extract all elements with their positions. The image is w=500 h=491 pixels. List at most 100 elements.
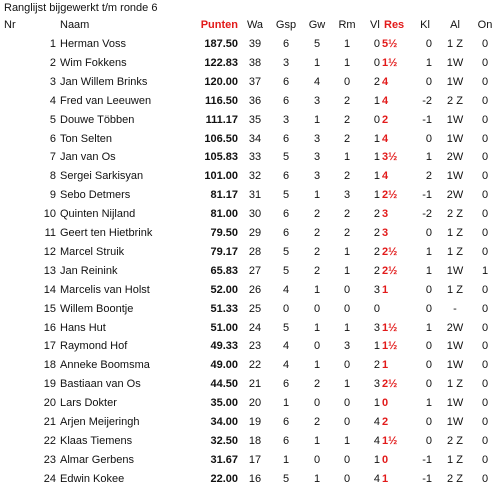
cell-wa: 31 bbox=[248, 189, 262, 202]
cell-rm: 0 bbox=[343, 302, 351, 315]
cell-vl: 0 bbox=[373, 113, 380, 126]
table-row: 2 Wim Fokkens 122.83 38 3 1 1 0 1½ 1 1W 0 bbox=[0, 56, 500, 75]
cell-nr: 21 bbox=[43, 416, 56, 428]
cell-punten: 35.00 bbox=[210, 397, 238, 410]
cell-punten: 49.00 bbox=[210, 359, 238, 372]
cell-on: 0 bbox=[481, 170, 489, 183]
cell-on: 0 bbox=[481, 151, 489, 164]
cell-nr: 19 bbox=[43, 378, 56, 391]
cell-wa: 18 bbox=[248, 434, 262, 447]
cell-nr: 22 bbox=[43, 434, 56, 447]
cell-punten: 111.17 bbox=[205, 113, 238, 126]
cell-kl: 1 bbox=[425, 245, 432, 258]
cell-punten: 49.33 bbox=[210, 340, 238, 353]
cell-rm: 1 bbox=[343, 38, 351, 50]
cell-gsp: 4 bbox=[282, 359, 290, 372]
cell-gw: 4 bbox=[313, 75, 321, 88]
cell-nr: 12 bbox=[43, 245, 56, 258]
cell-rm: 1 bbox=[343, 56, 351, 69]
cell-naam: Marcelis van Holst bbox=[60, 283, 150, 296]
cell-on: 0 bbox=[481, 56, 489, 69]
cell-kl: 0 bbox=[425, 340, 432, 353]
cell-res: 2½ bbox=[382, 245, 398, 258]
cell-gsp: 6 bbox=[282, 416, 290, 428]
table-row: 5 Douwe Többen 111.17 35 3 1 2 0 2 -1 1W 0 bbox=[0, 113, 500, 132]
table-row: 8 Sergei Sarkisyan 101.00 32 6 3 2 1 4 2 1W 0 bbox=[0, 169, 500, 188]
cell-al: 2W bbox=[446, 151, 464, 164]
cell-nr: 11 bbox=[44, 227, 56, 239]
table-row: 3 Jan Willem Brinks 120.00 37 6 4 0 2 4 0 1W 0 bbox=[0, 75, 500, 94]
cell-vl: 2 bbox=[373, 264, 380, 277]
cell-punten: 51.33 bbox=[210, 302, 238, 315]
cell-gsp: 5 bbox=[282, 321, 290, 334]
cell-naam: Marcel Struik bbox=[60, 245, 125, 258]
cell-on: 0 bbox=[481, 397, 489, 410]
cell-kl: 0 bbox=[425, 227, 432, 239]
cell-res: 1 bbox=[382, 283, 389, 296]
cell-gw: 0 bbox=[313, 302, 321, 315]
cell-kl: 0 bbox=[425, 75, 432, 88]
cell-al: 1W bbox=[446, 397, 464, 410]
cell-punten: 31.67 bbox=[210, 453, 238, 466]
table-row: 13 Jan Reinink 65.83 27 5 2 1 2 2½ 1 1W 1 bbox=[0, 264, 500, 283]
cell-wa: 35 bbox=[248, 113, 262, 126]
cell-al: 2W bbox=[446, 321, 464, 334]
cell-naam: Jan Willem Brinks bbox=[60, 75, 148, 88]
cell-gw: 1 bbox=[313, 434, 321, 447]
cell-al: 2 Z bbox=[447, 94, 463, 107]
column-header-rm: Rm bbox=[338, 19, 356, 31]
cell-nr: 3 bbox=[49, 75, 56, 88]
cell-al: 1 Z bbox=[447, 453, 463, 466]
cell-punten: 79.50 bbox=[210, 227, 238, 239]
cell-rm: 1 bbox=[343, 378, 351, 391]
cell-vl: 1 bbox=[373, 189, 380, 202]
cell-punten: 32.50 bbox=[210, 434, 238, 447]
cell-gsp: 6 bbox=[282, 227, 290, 239]
cell-res: 0 bbox=[382, 397, 389, 410]
cell-wa: 24 bbox=[248, 321, 262, 334]
cell-on: 0 bbox=[481, 434, 489, 447]
cell-gw: 0 bbox=[313, 453, 321, 466]
cell-rm: 2 bbox=[343, 208, 351, 221]
cell-gsp: 6 bbox=[282, 170, 290, 183]
cell-vl: 4 bbox=[373, 472, 380, 485]
cell-res: 1½ bbox=[382, 340, 398, 353]
cell-al: 2 Z bbox=[447, 434, 463, 447]
cell-naam: Lars Dokter bbox=[60, 397, 117, 410]
cell-punten: 65.83 bbox=[210, 264, 238, 277]
cell-wa: 38 bbox=[248, 56, 262, 69]
column-header-al: Al bbox=[450, 19, 460, 31]
cell-gsp: 5 bbox=[282, 472, 290, 485]
cell-naam: Ton Selten bbox=[60, 132, 112, 145]
cell-punten: 116.50 bbox=[204, 94, 238, 107]
cell-gw: 1 bbox=[313, 113, 321, 126]
cell-al: 1W bbox=[446, 170, 464, 183]
cell-vl: 0 bbox=[373, 56, 380, 69]
column-header-naam: Naam bbox=[60, 19, 90, 31]
cell-res: 0 bbox=[382, 453, 389, 466]
cell-res: 4 bbox=[382, 75, 389, 88]
cell-rm: 1 bbox=[343, 434, 351, 447]
cell-punten: 51.00 bbox=[210, 321, 238, 334]
cell-res: 1½ bbox=[382, 434, 398, 447]
cell-nr: 14 bbox=[43, 283, 56, 296]
cell-res: 4 bbox=[382, 170, 389, 183]
cell-on: 0 bbox=[481, 75, 489, 88]
cell-wa: 16 bbox=[248, 472, 262, 485]
cell-al: 1W bbox=[446, 113, 464, 126]
column-header-punten: Punten bbox=[200, 19, 238, 31]
cell-naam: Bastiaan van Os bbox=[60, 378, 141, 391]
cell-gw: 5 bbox=[313, 38, 321, 50]
cell-res: 1½ bbox=[382, 321, 398, 334]
cell-on: 0 bbox=[481, 227, 489, 239]
cell-al: 1W bbox=[446, 416, 464, 428]
cell-res bbox=[382, 302, 408, 316]
cell-al: 1W bbox=[446, 264, 464, 277]
cell-rm: 3 bbox=[343, 189, 351, 202]
cell-nr: 23 bbox=[43, 453, 56, 466]
cell-punten: 44.50 bbox=[210, 378, 238, 391]
cell-vl: 2 bbox=[373, 227, 380, 239]
